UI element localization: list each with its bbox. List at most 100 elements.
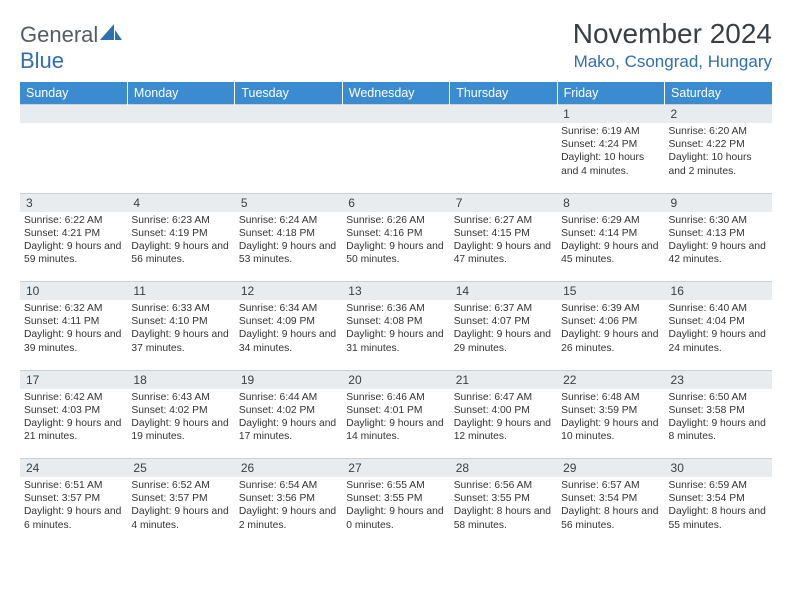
sunrise-text: Sunrise: 6:22 AM [24,214,123,227]
sunset-text: Sunset: 4:14 PM [561,227,660,240]
day-number [127,105,234,124]
sunset-text: Sunset: 4:04 PM [669,315,768,328]
sunset-text: Sunset: 4:01 PM [346,404,445,417]
day-cell: Sunrise: 6:29 AMSunset: 4:14 PMDaylight:… [557,212,664,282]
day-number: 27 [342,459,449,478]
header: General Blue November 2024 Mako, Csongra… [20,18,772,74]
sunset-text: Sunset: 3:55 PM [454,492,553,505]
daylight-text: Daylight: 9 hours and 53 minutes. [239,240,338,266]
daylight-text: Daylight: 9 hours and 42 minutes. [669,240,768,266]
day-cell: Sunrise: 6:27 AMSunset: 4:15 PMDaylight:… [450,212,557,282]
sunrise-text: Sunrise: 6:30 AM [669,214,768,227]
sunset-text: Sunset: 3:56 PM [239,492,338,505]
day-cell: Sunrise: 6:36 AMSunset: 4:08 PMDaylight:… [342,300,449,370]
sunrise-text: Sunrise: 6:56 AM [454,479,553,492]
sunrise-text: Sunrise: 6:43 AM [131,391,230,404]
daylight-text: Daylight: 9 hours and 47 minutes. [454,240,553,266]
day-number [342,105,449,124]
day-number: 14 [450,282,557,301]
logo-sail-icon [100,22,122,48]
day-cell: Sunrise: 6:40 AMSunset: 4:04 PMDaylight:… [665,300,772,370]
day-number [235,105,342,124]
sunrise-text: Sunrise: 6:54 AM [239,479,338,492]
daylight-text: Daylight: 9 hours and 24 minutes. [669,328,768,354]
daylight-text: Daylight: 10 hours and 4 minutes. [561,151,660,177]
sunset-text: Sunset: 4:19 PM [131,227,230,240]
day-cell [127,123,234,193]
dow-wednesday: Wednesday [342,82,449,105]
day-number: 17 [20,370,127,389]
sunrise-text: Sunrise: 6:57 AM [561,479,660,492]
day-cell [235,123,342,193]
daylight-text: Daylight: 9 hours and 34 minutes. [239,328,338,354]
day-cell: Sunrise: 6:51 AMSunset: 3:57 PMDaylight:… [20,477,127,547]
daylight-text: Daylight: 9 hours and 21 minutes. [24,417,123,443]
day-cell: Sunrise: 6:43 AMSunset: 4:02 PMDaylight:… [127,389,234,459]
sunrise-text: Sunrise: 6:23 AM [131,214,230,227]
day-number: 12 [235,282,342,301]
day-content-row: Sunrise: 6:51 AMSunset: 3:57 PMDaylight:… [20,477,772,547]
sunset-text: Sunset: 4:24 PM [561,138,660,151]
day-number: 10 [20,282,127,301]
day-number: 26 [235,459,342,478]
day-cell: Sunrise: 6:57 AMSunset: 3:54 PMDaylight:… [557,477,664,547]
sunrise-text: Sunrise: 6:24 AM [239,214,338,227]
daylight-text: Daylight: 8 hours and 55 minutes. [669,505,768,531]
day-cell [342,123,449,193]
sunset-text: Sunset: 4:18 PM [239,227,338,240]
daylight-text: Daylight: 9 hours and 45 minutes. [561,240,660,266]
daylight-text: Daylight: 9 hours and 10 minutes. [561,417,660,443]
daylight-text: Daylight: 9 hours and 26 minutes. [561,328,660,354]
sunrise-text: Sunrise: 6:59 AM [669,479,768,492]
dow-monday: Monday [127,82,234,105]
dow-friday: Friday [557,82,664,105]
sunset-text: Sunset: 4:13 PM [669,227,768,240]
sunset-text: Sunset: 4:21 PM [24,227,123,240]
day-number [450,105,557,124]
day-number: 21 [450,370,557,389]
sunset-text: Sunset: 4:10 PM [131,315,230,328]
calendar-body: 12Sunrise: 6:19 AMSunset: 4:24 PMDayligh… [20,105,772,548]
sunrise-text: Sunrise: 6:52 AM [131,479,230,492]
day-content-row: Sunrise: 6:42 AMSunset: 4:03 PMDaylight:… [20,389,772,459]
day-number: 19 [235,370,342,389]
day-content-row: Sunrise: 6:19 AMSunset: 4:24 PMDaylight:… [20,123,772,193]
day-cell: Sunrise: 6:22 AMSunset: 4:21 PMDaylight:… [20,212,127,282]
sunset-text: Sunset: 3:55 PM [346,492,445,505]
day-cell: Sunrise: 6:59 AMSunset: 3:54 PMDaylight:… [665,477,772,547]
sunset-text: Sunset: 4:02 PM [131,404,230,417]
day-cell [450,123,557,193]
day-number: 3 [20,193,127,212]
day-number: 22 [557,370,664,389]
sunrise-text: Sunrise: 6:20 AM [669,125,768,138]
daylight-text: Daylight: 9 hours and 6 minutes. [24,505,123,531]
daylight-text: Daylight: 9 hours and 31 minutes. [346,328,445,354]
sunrise-text: Sunrise: 6:46 AM [346,391,445,404]
daynum-row: 12 [20,105,772,124]
daynum-row: 24252627282930 [20,459,772,478]
sunset-text: Sunset: 4:02 PM [239,404,338,417]
calendar-table: Sunday Monday Tuesday Wednesday Thursday… [20,82,772,547]
day-number: 11 [127,282,234,301]
dow-saturday: Saturday [665,82,772,105]
daylight-text: Daylight: 9 hours and 4 minutes. [131,505,230,531]
day-cell: Sunrise: 6:54 AMSunset: 3:56 PMDaylight:… [235,477,342,547]
day-number: 1 [557,105,664,124]
day-cell: Sunrise: 6:19 AMSunset: 4:24 PMDaylight:… [557,123,664,193]
title-block: November 2024 Mako, Csongrad, Hungary [573,18,772,72]
day-number: 6 [342,193,449,212]
day-cell: Sunrise: 6:37 AMSunset: 4:07 PMDaylight:… [450,300,557,370]
sunset-text: Sunset: 4:16 PM [346,227,445,240]
sunset-text: Sunset: 3:57 PM [131,492,230,505]
day-number: 24 [20,459,127,478]
day-number: 30 [665,459,772,478]
sunset-text: Sunset: 4:15 PM [454,227,553,240]
daylight-text: Daylight: 9 hours and 39 minutes. [24,328,123,354]
daylight-text: Daylight: 8 hours and 56 minutes. [561,505,660,531]
daylight-text: Daylight: 9 hours and 56 minutes. [131,240,230,266]
sunset-text: Sunset: 4:00 PM [454,404,553,417]
day-cell: Sunrise: 6:44 AMSunset: 4:02 PMDaylight:… [235,389,342,459]
day-cell: Sunrise: 6:23 AMSunset: 4:19 PMDaylight:… [127,212,234,282]
sunrise-text: Sunrise: 6:34 AM [239,302,338,315]
day-content-row: Sunrise: 6:22 AMSunset: 4:21 PM Daylight:… [20,212,772,282]
